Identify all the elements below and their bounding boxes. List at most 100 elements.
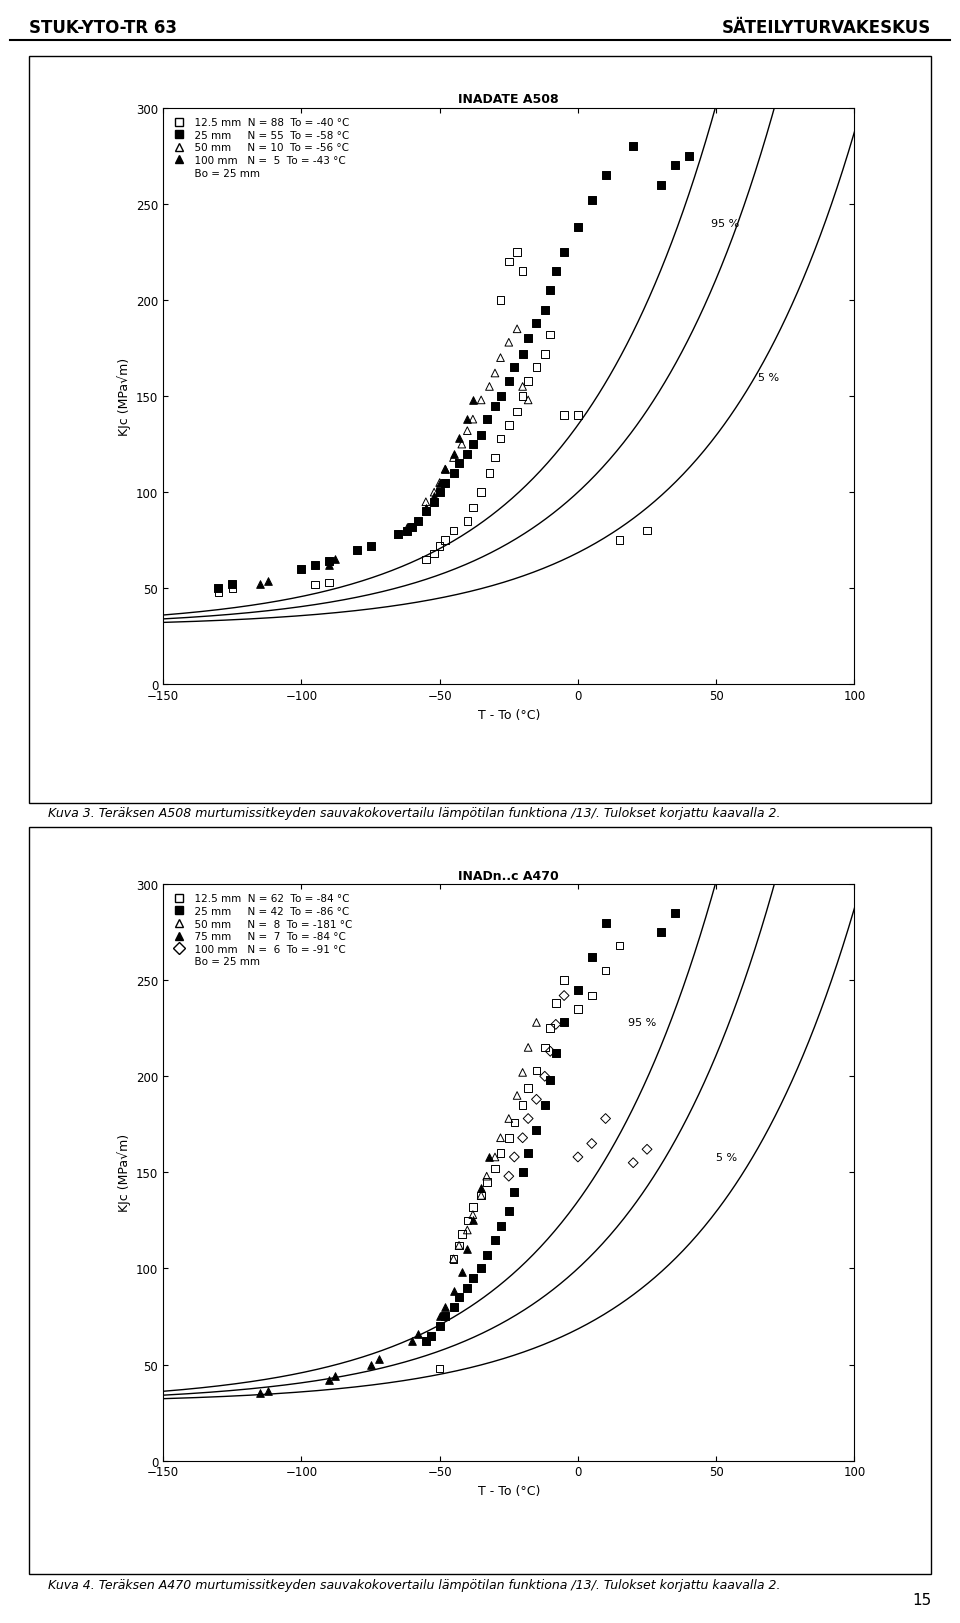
Point — [507, 1144, 522, 1170]
Point — [460, 1276, 475, 1302]
Point — [537, 1063, 552, 1089]
Point — [419, 500, 434, 526]
Point — [479, 1169, 494, 1195]
Point — [537, 297, 552, 323]
Point — [626, 1151, 641, 1177]
Point — [501, 368, 516, 394]
Point — [488, 1144, 503, 1170]
Point — [529, 1010, 544, 1035]
Point — [612, 933, 627, 959]
Point — [598, 162, 613, 188]
Point — [454, 1259, 469, 1285]
Point — [488, 360, 503, 386]
Point — [548, 260, 564, 286]
Point — [598, 911, 613, 936]
Point — [537, 341, 552, 367]
Point — [501, 1125, 516, 1151]
Point — [466, 388, 481, 414]
Point — [557, 403, 572, 428]
Point — [492, 1125, 508, 1151]
Point — [438, 456, 453, 482]
Y-axis label: KJc (MPa√m): KJc (MPa√m) — [117, 1133, 131, 1212]
Point — [460, 1208, 475, 1233]
Point — [466, 495, 481, 521]
Point — [548, 990, 564, 1016]
Point — [307, 553, 323, 579]
Point — [252, 571, 268, 597]
Text: STUK-YTO-TR 63: STUK-YTO-TR 63 — [29, 19, 177, 37]
Point — [570, 997, 586, 1022]
Point — [520, 1105, 536, 1131]
Point — [473, 480, 489, 506]
Point — [612, 527, 627, 553]
Point — [515, 1125, 530, 1151]
Point — [529, 1087, 544, 1113]
Point — [507, 355, 522, 381]
Point — [473, 388, 489, 414]
Point — [460, 1217, 475, 1243]
Point — [445, 1294, 461, 1319]
X-axis label: T - To (°C): T - To (°C) — [478, 708, 540, 721]
Point — [598, 1105, 613, 1131]
Point — [391, 523, 406, 549]
Text: 5 %: 5 % — [757, 373, 779, 383]
Title: INADATE A508: INADATE A508 — [459, 93, 559, 105]
Point — [488, 393, 503, 419]
Point — [307, 571, 323, 597]
Point — [445, 445, 461, 471]
Point — [410, 508, 425, 534]
Point — [626, 135, 641, 161]
Point — [520, 1141, 536, 1167]
Point — [570, 214, 586, 240]
Point — [515, 1159, 530, 1185]
Point — [466, 407, 481, 433]
Point — [515, 1092, 530, 1118]
Point — [322, 570, 337, 596]
Point — [322, 549, 337, 575]
Point — [557, 1010, 572, 1035]
Point — [482, 1144, 497, 1170]
Point — [529, 1058, 544, 1084]
Point — [438, 1294, 453, 1319]
Point — [510, 1083, 525, 1109]
Point — [507, 1178, 522, 1204]
Point — [501, 1198, 516, 1224]
Point — [451, 1232, 467, 1258]
Text: 5 %: 5 % — [716, 1152, 737, 1162]
Point — [542, 1016, 558, 1042]
Point — [460, 419, 475, 445]
Point — [322, 1367, 337, 1393]
Point — [426, 542, 442, 568]
Point — [520, 1035, 536, 1061]
Point — [432, 471, 447, 497]
Point — [432, 480, 447, 506]
Text: SÄTEILYTURVAKESKUS: SÄTEILYTURVAKESKUS — [722, 19, 931, 37]
Point — [492, 383, 508, 409]
Point — [598, 958, 613, 984]
Point — [454, 1220, 469, 1246]
Point — [419, 547, 434, 573]
Point — [492, 287, 508, 313]
Point — [510, 316, 525, 342]
Point — [548, 1011, 564, 1037]
Point — [542, 1068, 558, 1094]
Point — [515, 1060, 530, 1086]
Point — [473, 1256, 489, 1282]
Point — [438, 456, 453, 482]
Text: 95 %: 95 % — [628, 1018, 656, 1027]
Point — [537, 1035, 552, 1061]
Point — [681, 144, 696, 170]
Point — [515, 341, 530, 367]
Point — [520, 388, 536, 414]
Point — [488, 1156, 503, 1182]
Point — [211, 579, 227, 605]
Point — [438, 471, 453, 497]
Point — [515, 260, 530, 286]
Point — [432, 471, 447, 497]
Point — [438, 527, 453, 553]
Point — [501, 250, 516, 276]
Point — [639, 1136, 655, 1162]
Point — [460, 1237, 475, 1263]
Point — [294, 557, 309, 583]
Point — [557, 984, 572, 1010]
